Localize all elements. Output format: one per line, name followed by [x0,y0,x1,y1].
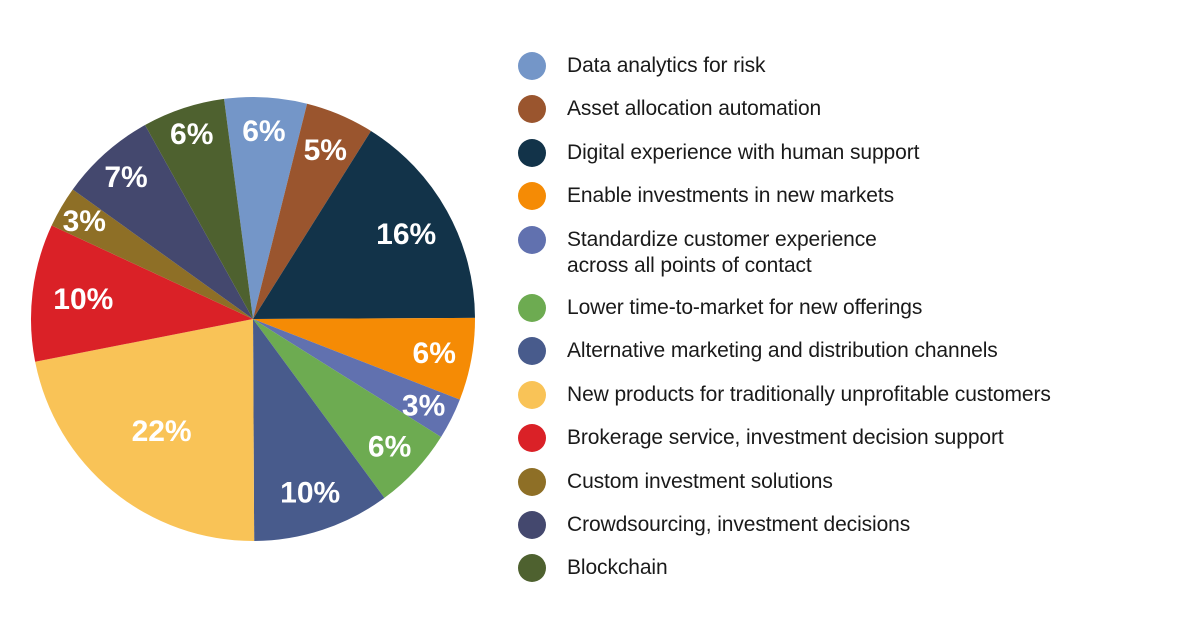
legend-color-dot [518,554,546,583]
legend-item-10: Custom investment solutions [518,467,1178,496]
legend-item-label: Custom investment solutions [567,469,833,493]
legend-item-label: New products for traditionally unprofita… [567,382,1051,406]
legend-item-label: Lower time-to-market for new offerings [567,295,923,319]
pie-slice-9 [30,225,253,362]
legend-color-dot [518,337,546,366]
legend-color-dot [518,380,546,409]
pie-slice-11 [72,125,253,320]
pie-slice-3 [253,130,475,319]
legend-color-dot [518,293,546,322]
legend-item-label: Digital experience with human support [567,140,920,164]
pie-slice-value-label-4: 6% [413,337,456,370]
pie-slice-value-label-8: 22% [132,415,192,448]
legend-color-dot [518,225,546,254]
pie-slice-value-label-2: 5% [304,134,347,167]
legend-item-label: Blockchain [567,556,668,580]
legend: Data analytics for risk Asset allocation… [518,52,1178,583]
legend-item-label: Data analytics for risk [567,54,766,77]
legend-item-label: Standardize customer experience across a… [567,227,877,277]
pie-chart: 6% 5% 16% 6% 3% 6% 10% 22% 10% 3% 7% 6% [30,97,476,542]
pie-slice-value-label-6: 6% [368,430,411,463]
pie-slice-10 [51,189,253,319]
legend-item-5: Standardize customer experience across a… [518,225,1178,279]
pie-slice-1 [224,97,308,319]
legend-color-dot [518,510,546,539]
legend-item-8: New products for traditionally unprofita… [518,380,1178,409]
legend-item-label: Brokerage service, investment decision s… [567,426,1004,450]
legend-item-12: Blockchain [518,554,1178,583]
legend-item-label: Alternative marketing and distribution c… [567,339,998,363]
legend-item-3: Digital experience with human support [518,138,1178,167]
legend-item-2: Asset allocation automation [518,95,1178,124]
pie-slice-value-label-9: 10% [53,283,113,316]
legend-item-label: Enable investments in new markets [567,184,895,208]
pie-slice-8 [35,319,255,542]
legend-color-dot [518,52,546,80]
pie-slice-12 [145,98,253,320]
pie-slice-4 [253,317,476,400]
pie-slice-value-label-11: 7% [104,161,147,194]
pie-slice-value-label-5: 3% [402,389,445,422]
legend-item-4: Enable investments in new markets [518,182,1178,211]
pie-slice-value-label-12: 6% [170,118,213,151]
legend-color-dot [518,467,546,496]
legend-item-label: Crowdsourcing, investment decisions [567,512,911,536]
legend-item-1: Data analytics for risk [518,52,1178,80]
pie-slice-7 [253,319,385,541]
pie-slice-2 [253,103,371,319]
pie-slice-value-label-3: 16% [376,218,436,251]
legend-color-dot [518,424,546,453]
legend-color-dot [518,138,546,167]
legend-item-7: Alternative marketing and distribution c… [518,337,1178,366]
pie-slice-6 [253,319,442,498]
legend-color-dot [518,95,546,124]
pie-slice-value-label-10: 3% [63,205,106,238]
legend-item-label: Asset allocation automation [567,97,822,121]
legend-item-9: Brokerage service, investment decision s… [518,424,1178,453]
legend-item-6: Lower time-to-market for new offerings [518,293,1178,322]
pie-slice-value-label-1: 6% [242,115,285,148]
pie-slice-5 [253,319,460,437]
legend-color-dot [518,182,546,211]
pie-slice-value-label-7: 10% [280,476,340,509]
legend-item-11: Crowdsourcing, investment decisions [518,510,1178,539]
